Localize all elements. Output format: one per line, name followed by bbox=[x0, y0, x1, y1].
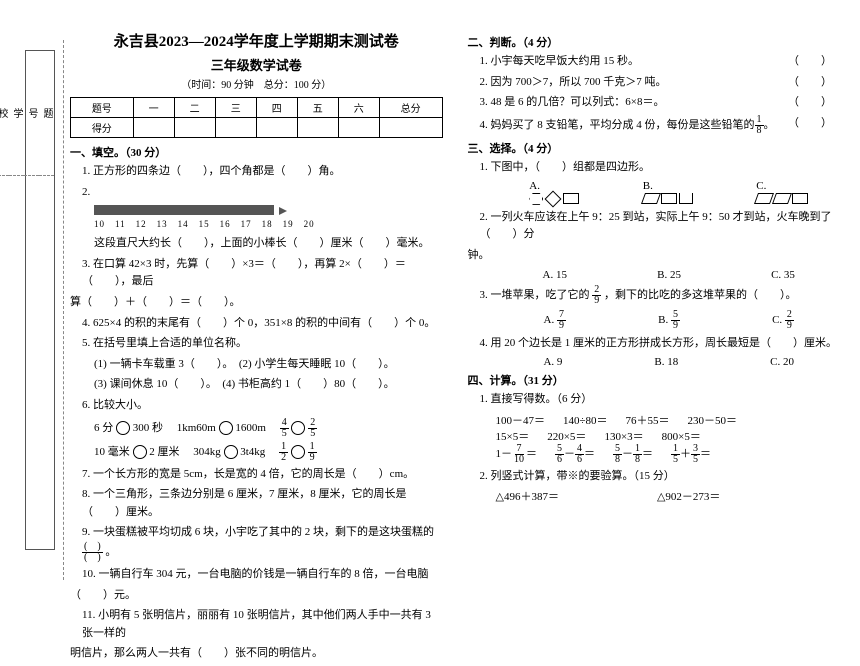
q1-5-2: (3) 课间休息 10（ ）。 (4) 书柜高约 1（ ）80（ ）。 bbox=[94, 376, 443, 394]
section-4-head: 四、计算。（31 分） bbox=[468, 372, 841, 388]
q1-6-row2: 10 毫米 2 厘米 304kg 3t4kg 12 19 bbox=[94, 442, 443, 463]
score-table: 题号 一 二 三 四 五 六 总分 得分 bbox=[70, 97, 443, 138]
binding-cell: 学 bbox=[9, 51, 24, 176]
right-column: 二、判断。（4 分） 1. 小宇每天吃早饭大约用 15 秒。（ ） 2. 因为 … bbox=[468, 30, 841, 666]
q3-3-opts: A. 79 B. 59 C. 29 bbox=[498, 310, 841, 331]
q1-6-row1: 6 分 300 秒 1km60m 1600m 45 25 bbox=[94, 418, 443, 439]
q3-4: 4. 用 20 个边长是 1 厘米的正方形拼成长方形，周长最短是（ ）厘米。 bbox=[480, 335, 841, 353]
q1-5-1: (1) 一辆卡车载重 3（ ）。 (2) 小学生每天睡眠 10（ ）。 bbox=[94, 356, 443, 374]
section-1-head: 一、填空。（30 分） bbox=[70, 144, 443, 160]
ruler-scale: 10 11 12 13 14 15 16 17 18 19 20 bbox=[94, 217, 315, 230]
q1-8: 8. 一个三角形，三条边分别是 6 厘米，7 厘米，8 厘米，它的周长是（ ）厘… bbox=[82, 486, 443, 521]
exam-subtitle: 三年级数学试卷 bbox=[70, 55, 443, 74]
calc-row-2: 15×5＝220×5＝130×3＝800×5＝ bbox=[496, 428, 841, 444]
q3-1-opts: A. B. C. bbox=[498, 180, 841, 204]
exam-title: 永吉县2023—2024学年度上学期期末测试卷 bbox=[70, 30, 443, 51]
q1-3a: 3. 在口算 42×3 时，先算（ ）×3＝（ ），再算 2×（ ）＝（ ），最… bbox=[82, 256, 443, 291]
ruler-figure: 10 11 12 13 14 15 16 17 18 19 20 bbox=[94, 205, 443, 231]
q1-5: 5. 在括号里填上合适的单位名称。 bbox=[82, 335, 443, 353]
compare-circle bbox=[116, 421, 130, 435]
q1-10a: 10. 一辆自行车 304 元，一台电脑的价钱是一辆自行车的 8 倍，一台电脑 bbox=[82, 566, 443, 584]
binding-cell: 校 bbox=[0, 51, 9, 176]
q3-2-opts: A. 15 B. 25 C. 35 bbox=[498, 269, 841, 281]
q1-6: 6. 比较大小。 bbox=[82, 397, 443, 415]
binding-cell: 号 bbox=[24, 51, 39, 176]
calc-row-3: 1－710＝ 56－46＝ 58－18＝ 15＋35＝ bbox=[496, 444, 841, 465]
q4-1: 1. 直接写得数。（6 分） bbox=[480, 391, 841, 409]
section-2-head: 二、判断。（4 分） bbox=[468, 34, 841, 50]
q1-2: 这段直尺大约长（ ），上面的小棒长（ ）厘米（ ）毫米。 bbox=[94, 235, 443, 253]
table-row: 题号 一 二 三 四 五 六 总分 bbox=[71, 98, 443, 118]
left-column: 永吉县2023—2024学年度上学期期末测试卷 三年级数学试卷 （时间：90 分… bbox=[70, 30, 443, 666]
q3-3: 3. 一堆苹果，吃了它的 29 ，剩下的比吃的多这堆苹果的（ ）。 bbox=[480, 285, 841, 306]
q2-3: 3. 48 是 6 的几倍？可以列式：6×8＝。（ ） bbox=[480, 94, 841, 112]
q2-2: 2. 因为 700＞7，所以 700 千克＞7 吨。（ ） bbox=[480, 74, 841, 92]
q2-4: 4. 妈妈买了 8 支铅笔，平均分成 4 份，每份是这些铅笔的18。 （ ） bbox=[480, 115, 841, 136]
calc-row-1: 100－47＝140÷80＝76＋55＝230－50＝ bbox=[496, 412, 841, 428]
q1-11a: 11. 小明有 5 张明信片，丽丽有 10 张明信片，其中他们两人手中一共有 3… bbox=[82, 607, 443, 642]
q1-7: 7. 一个长方形的宽是 5cm，长是宽的 4 倍，它的周长是（ ）cm。 bbox=[82, 466, 443, 484]
q1-2-lead: 2. bbox=[82, 184, 443, 202]
q4-2: 2. 列竖式计算，带※的要验算。（15 分） bbox=[480, 468, 841, 486]
exam-meta: （时间：90 分钟 总分：100 分） bbox=[70, 76, 443, 91]
section-3-head: 三、选择。（4 分） bbox=[468, 140, 841, 156]
q1-11b: 明信片，那么两人一共有（ ）张不同的明信片。 bbox=[70, 645, 443, 663]
q1-9: 9. 一块蛋糕被平均切成 6 块，小宇吃了其中的 2 块，剩下的是这块蛋糕的 (… bbox=[82, 524, 443, 563]
q1-1: 1. 正方形的四条边（ ），四个角都是（ ）角。 bbox=[82, 163, 443, 181]
q3-4-opts: A. 9 B. 18 C. 20 bbox=[498, 356, 841, 368]
fold-line bbox=[63, 40, 64, 580]
binding-strip: 题 号 学 校 bbox=[25, 50, 55, 550]
vertical-calc: △496＋387＝ △902－273＝ bbox=[496, 488, 841, 504]
q2-1: 1. 小宇每天吃早饭大约用 15 秒。（ ） bbox=[480, 53, 841, 71]
q1-10b: （ ）元。 bbox=[70, 587, 443, 605]
q3-1: 1. 下图中，（ ）组都是四边形。 bbox=[480, 159, 841, 177]
table-row: 得分 bbox=[71, 118, 443, 138]
binding-cell: 题 bbox=[39, 51, 54, 176]
q1-4: 4. 625×4 的积的末尾有（ ）个 0，351×8 的积的中间有（ ）个 0… bbox=[82, 315, 443, 333]
q3-2b: 钟。 bbox=[468, 247, 841, 265]
q1-3b: 算（ ）＋（ ）＝（ ）。 bbox=[70, 294, 443, 312]
q3-2a: 2. 一列火车应该在上午 9：25 到站，实际上午 9：50 才到站，火车晚到了… bbox=[480, 209, 841, 244]
